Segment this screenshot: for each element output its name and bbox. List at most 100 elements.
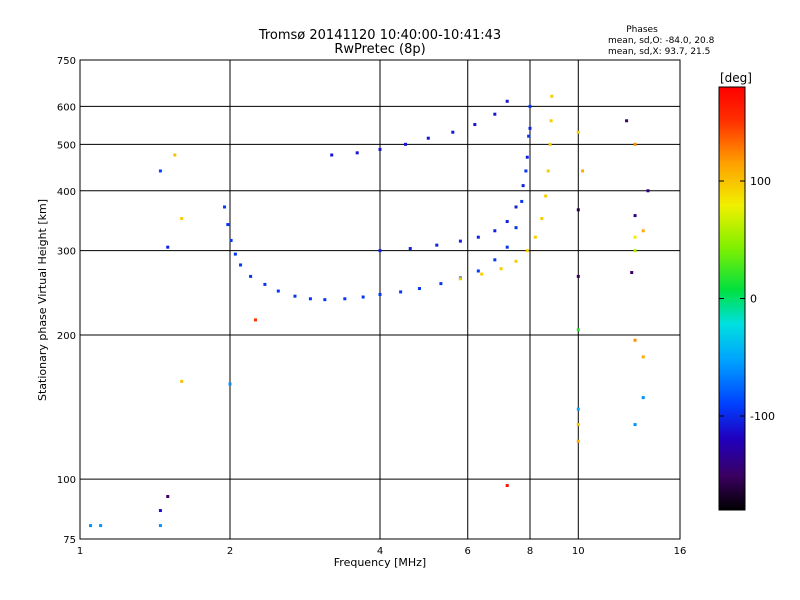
- data-point: [226, 223, 230, 227]
- data-point: [451, 130, 455, 134]
- phase-stats-x: mean, sd,X: 93.7, 21.5: [608, 47, 710, 57]
- data-point: [439, 282, 443, 286]
- data-point: [403, 142, 407, 146]
- data-point: [546, 169, 550, 173]
- y-tick-label: 75: [63, 535, 76, 546]
- data-point: [633, 249, 637, 253]
- data-point: [581, 169, 585, 173]
- colorbar-tick-label: 100: [750, 175, 771, 188]
- data-point: [480, 272, 484, 276]
- data-point: [158, 524, 162, 528]
- data-point: [399, 290, 403, 294]
- data-point: [528, 104, 532, 108]
- x-tick-label: 1: [77, 546, 83, 557]
- data-point: [524, 169, 528, 173]
- data-point: [576, 328, 580, 332]
- data-point: [458, 239, 462, 243]
- colorbar-tick-label: 0: [750, 293, 757, 306]
- data-point: [166, 494, 170, 498]
- data-point: [355, 151, 359, 155]
- data-point: [276, 289, 280, 293]
- data-point: [378, 292, 382, 296]
- data-point: [641, 229, 645, 233]
- plot-area: 1 2 4 6 8 10 16 75 100 200 300 400 500 600 750: [57, 56, 686, 557]
- data-point: [343, 297, 347, 301]
- data-point: [323, 298, 327, 302]
- data-point: [493, 229, 497, 233]
- data-point: [158, 169, 162, 173]
- y-tick-label: 100: [57, 475, 76, 486]
- data-point: [493, 112, 497, 116]
- data-point: [525, 249, 529, 253]
- grid-lines: [80, 60, 680, 539]
- data-point: [633, 142, 637, 146]
- x-tick-label: 4: [377, 546, 383, 557]
- data-point: [180, 379, 184, 383]
- data-point: [361, 295, 365, 299]
- data-point: [308, 297, 312, 301]
- data-point: [158, 509, 162, 513]
- data-point: [505, 99, 509, 103]
- data-point: [408, 247, 412, 251]
- data-point: [233, 252, 237, 256]
- data-point: [505, 483, 509, 487]
- data-point: [514, 259, 518, 263]
- data-point: [625, 119, 629, 123]
- data-point: [540, 217, 544, 221]
- y-tick-label: 500: [57, 140, 76, 151]
- x-tick-label: 16: [674, 546, 687, 557]
- data-point: [641, 396, 645, 400]
- y-tick-label: 400: [57, 187, 76, 198]
- data-point: [633, 214, 637, 218]
- y-tick-label: 300: [57, 247, 76, 258]
- data-point: [548, 142, 552, 146]
- data-point: [576, 208, 580, 212]
- data-point: [473, 123, 477, 127]
- data-point: [528, 126, 532, 130]
- data-point: [476, 269, 480, 273]
- data-point: [253, 318, 257, 322]
- x-tick-label: 6: [465, 546, 471, 557]
- y-axis-label: Stationary phase Virtual Height [km]: [36, 199, 49, 401]
- data-point: [514, 205, 518, 209]
- data-point: [549, 119, 553, 123]
- data-points: [89, 94, 650, 528]
- data-point: [293, 294, 297, 298]
- data-point: [378, 249, 382, 253]
- data-point: [576, 407, 580, 411]
- data-point: [458, 277, 462, 281]
- data-point: [180, 217, 184, 221]
- data-point: [633, 338, 637, 342]
- data-point: [239, 263, 243, 267]
- data-point: [505, 245, 509, 249]
- data-point: [426, 136, 430, 140]
- data-point: [417, 287, 421, 291]
- colorbar-tick-label: -100: [750, 410, 775, 423]
- data-point: [99, 524, 103, 528]
- y-tick-label: 200: [57, 331, 76, 342]
- data-point: [520, 199, 524, 203]
- data-point: [633, 235, 637, 239]
- data-point: [550, 94, 554, 98]
- data-point: [505, 220, 509, 224]
- data-point: [263, 282, 267, 286]
- data-point: [476, 235, 480, 239]
- data-point: [521, 184, 525, 188]
- phase-stats-heading: Phases: [626, 25, 658, 35]
- data-point: [493, 258, 497, 262]
- x-tick-label: 2: [227, 546, 233, 557]
- data-point: [527, 134, 531, 138]
- data-point: [576, 423, 580, 427]
- colorbar-unit-label: [deg]: [720, 71, 752, 85]
- chart-subtitle: RwPretec (8p): [334, 42, 425, 57]
- data-point: [533, 235, 537, 239]
- x-axis-ticks: 1 2 4 6 8 10 16: [77, 546, 687, 557]
- data-point: [435, 243, 439, 247]
- data-point: [223, 205, 227, 209]
- phase-stats-o: mean, sd,O: -84.0, 20.8: [608, 36, 715, 46]
- data-point: [229, 238, 233, 242]
- data-point: [166, 245, 170, 249]
- y-axis-ticks: 75 100 200 300 400 500 600 750: [57, 56, 76, 546]
- x-tick-label: 10: [572, 546, 585, 557]
